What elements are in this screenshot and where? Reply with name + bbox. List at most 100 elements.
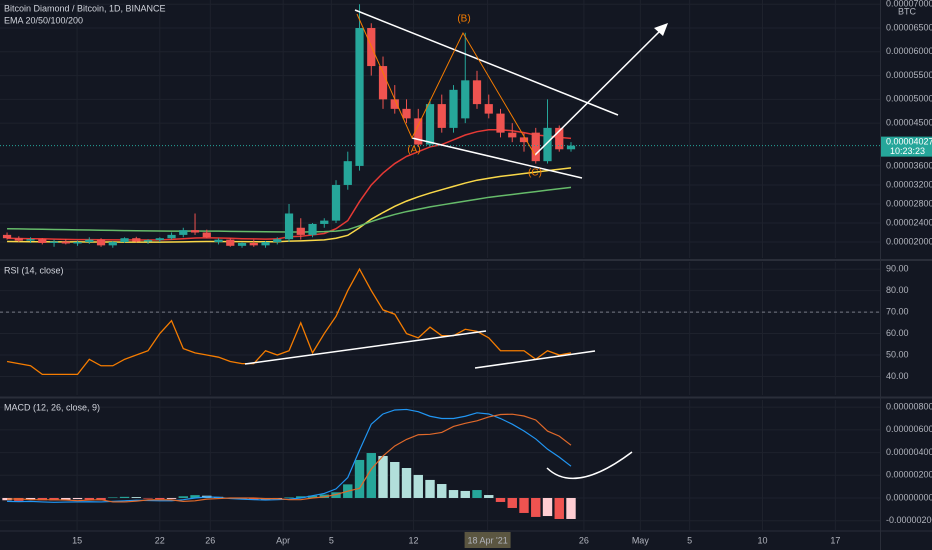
candle-body — [2, 234, 12, 239]
y-tick-label: 0.00007000 — [886, 0, 932, 9]
histogram-bar — [425, 479, 435, 498]
candle-body — [331, 184, 341, 221]
candle-body — [73, 242, 82, 244]
line — [6, 267, 572, 376]
y-tick-label: 0.00006500 — [886, 22, 932, 32]
histogram-bar — [507, 497, 517, 508]
y-tick-label: 0.00006000 — [886, 46, 932, 56]
candle-body — [237, 242, 247, 246]
candle-body — [531, 132, 540, 162]
y-tick-label: 0.00000000 — [886, 492, 932, 502]
histogram-bar — [131, 497, 141, 498]
candle-body — [343, 161, 352, 185]
x-tick-label: 26 — [579, 535, 589, 545]
last-price-label: 0.00004027 — [886, 136, 932, 146]
trend-line — [354, 9, 619, 116]
candle-body — [437, 104, 446, 128]
candle-body — [96, 239, 106, 246]
candle-body — [555, 127, 564, 150]
candle-body — [472, 80, 482, 105]
x-tick-label: 5 — [329, 535, 334, 545]
wave-label: (A) — [407, 145, 420, 156]
rsi-trend-line — [474, 350, 596, 369]
histogram-bar — [307, 495, 318, 498]
candle-body — [226, 239, 235, 246]
y-tick-label: 0.00003600 — [886, 160, 932, 170]
histogram-bar — [25, 497, 36, 500]
candle-body — [390, 99, 399, 109]
candle-body — [120, 238, 129, 243]
unit-label: BTC — [898, 6, 917, 16]
histogram-bar — [61, 497, 71, 501]
candle-body — [214, 239, 223, 243]
wave-label: (C) — [528, 168, 542, 179]
candle-body — [543, 127, 552, 162]
candle-body — [49, 241, 59, 243]
histogram-bar — [378, 455, 388, 498]
candle-body — [108, 242, 117, 246]
histogram-bar — [119, 496, 130, 498]
candle-body — [26, 239, 35, 241]
y-tick-label: 0.00000800 — [886, 402, 932, 412]
y-tick-label: 0.00005000 — [886, 94, 932, 104]
y-tick-label: 0.00004500 — [886, 118, 932, 128]
histogram-bar — [519, 497, 529, 513]
labels: Bitcoin Diamond / Bitcoin, 1D, BINANCE E… — [4, 3, 917, 412]
candle-body — [402, 108, 411, 119]
histogram-bar — [554, 497, 564, 519]
y-tick-label: -0.00000200 — [886, 515, 932, 525]
macd-title: MACD (12, 26, close, 9) — [4, 402, 100, 412]
crosshair-label-box — [464, 532, 511, 548]
candle-body — [132, 238, 141, 242]
y-tick-label: 0.00002400 — [886, 217, 932, 227]
candle-body — [519, 137, 529, 143]
line — [7, 413, 572, 503]
x-tick-label: May — [632, 535, 650, 545]
histogram-bar — [484, 495, 494, 498]
candle-body — [566, 145, 576, 150]
macd-curve — [546, 451, 633, 480]
candle-body — [414, 118, 423, 145]
candle-body — [296, 227, 305, 235]
chart-title: Bitcoin Diamond / Bitcoin, 1D, BINANCE — [4, 3, 166, 13]
rsi-title: RSI (14, close) — [4, 265, 64, 275]
candle-body — [179, 230, 188, 235]
histogram-bar — [413, 474, 423, 498]
rsi-trend-line — [244, 330, 487, 365]
y-tick-label: 50.00 — [886, 349, 909, 359]
y-tick-label: 0.00000200 — [886, 470, 932, 480]
histogram-bar — [2, 497, 12, 501]
histogram-bar — [566, 497, 576, 519]
indicator-label: EMA 20/50/100/200 — [4, 15, 83, 25]
histogram-bar — [108, 497, 118, 498]
candle-body — [425, 104, 435, 145]
candle-body — [508, 132, 517, 138]
x-tick-label: 10 — [758, 535, 768, 545]
histogram-bar — [448, 490, 459, 498]
candle-body — [273, 239, 282, 243]
histogram-bar — [190, 495, 200, 498]
histogram-bar — [354, 459, 365, 498]
histogram-bar — [178, 496, 188, 498]
candle-body — [167, 234, 176, 239]
histogram-bar — [296, 496, 306, 498]
candle-body — [496, 113, 505, 133]
candle-body — [320, 220, 329, 224]
x-tick-label: 26 — [205, 535, 215, 545]
x-tick-label: 22 — [155, 535, 165, 545]
histogram-bar — [437, 484, 447, 498]
histogram-bar — [84, 497, 94, 500]
x-tick-label: 12 — [409, 535, 419, 545]
countdown-label: 10:23:23 — [890, 146, 925, 156]
drawings — [244, 9, 668, 480]
histogram-bar — [155, 497, 165, 500]
candle-body — [261, 242, 270, 246]
candle-body — [61, 241, 70, 244]
histogram-bar — [472, 490, 482, 498]
y-tick-label: 0.00005500 — [886, 70, 932, 80]
y-tick-label: 80.00 — [886, 285, 909, 295]
arrow-head — [654, 23, 668, 36]
candle-body — [249, 242, 258, 246]
y-tick-label: 0.00000400 — [886, 447, 932, 457]
